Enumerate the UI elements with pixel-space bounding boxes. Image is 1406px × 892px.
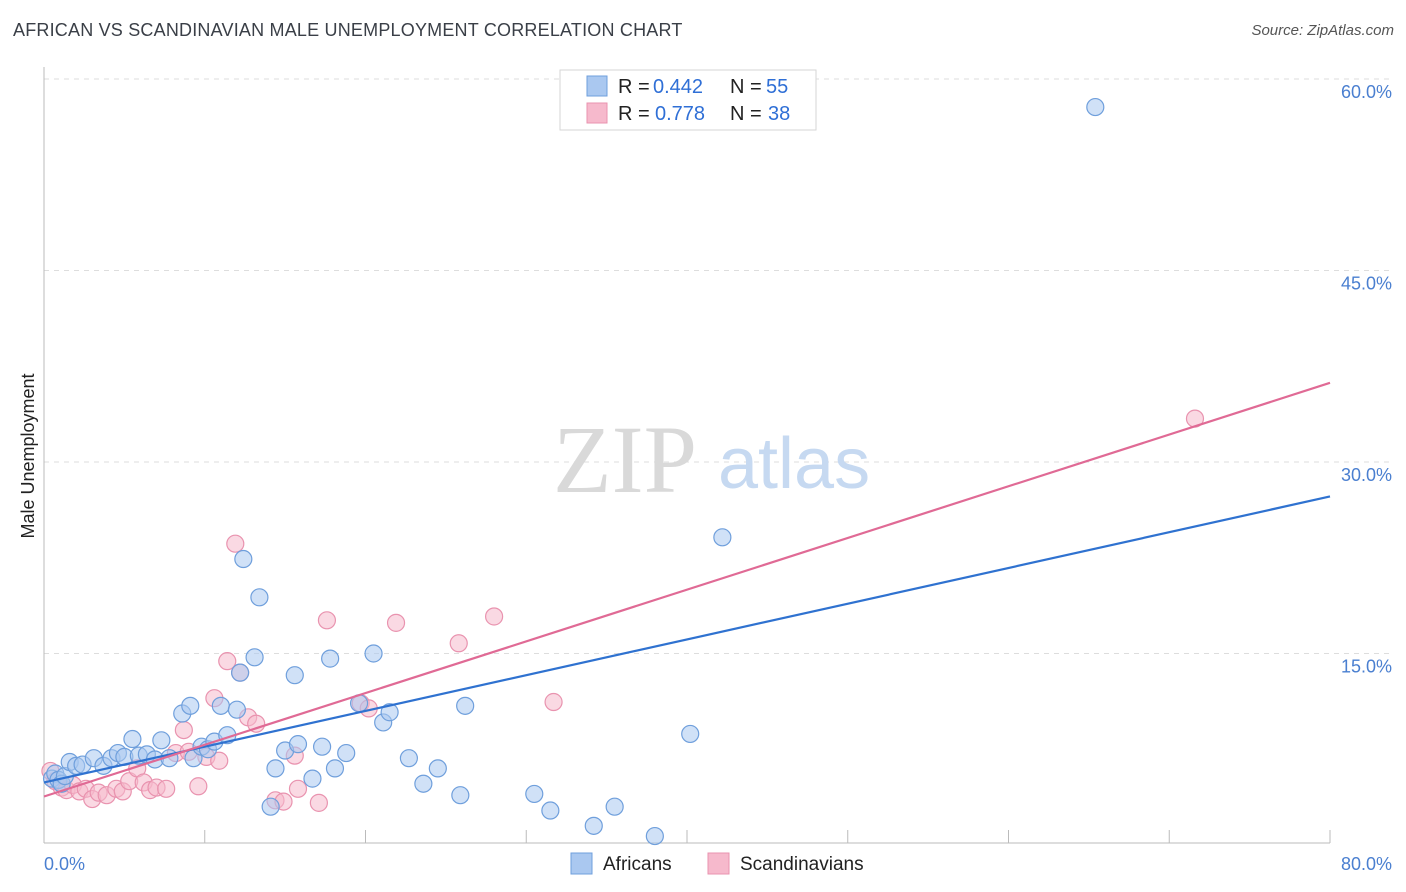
bottom-legend-africans: Africans [603,854,672,875]
point-scandinavians [157,779,176,798]
point-scandinavians [449,634,468,653]
point-africans [321,649,340,668]
y-tick-label: 15.0% [1341,657,1392,677]
point-africans [428,759,447,778]
series-legend: Africans Scandinavians [570,852,864,875]
chart-title: AFRICAN VS SCANDINAVIAN MALE UNEMPLOYMEN… [13,20,683,40]
point-scandinavians [210,751,229,770]
x-tick-label-max: 80.0% [1341,854,1392,874]
legend-scandinavians-r-value: 0.778 [655,103,705,125]
point-africans [399,749,419,768]
point-africans [645,826,664,846]
point-africans [364,644,383,663]
point-africans [181,696,200,715]
point-africans [123,729,142,749]
point-scandinavians [544,692,563,712]
grid-lines [44,78,1392,654]
source-label: Source: ZipAtlas.com [1251,22,1394,39]
legend-africans-n-label: N = [730,76,762,98]
point-africans [1086,97,1105,117]
bottom-legend-scandinavians: Scandinavians [740,854,864,875]
point-africans [152,731,171,750]
point-africans [525,784,544,804]
legend-scandinavians-r-label: R = [618,103,650,125]
point-africans [414,774,433,793]
x-tick-label-min: 0.0% [44,854,85,874]
trendline-scandinavians [43,381,1331,798]
point-africans [681,724,700,744]
point-africans [288,735,308,754]
y-tick-labels: 15.0% 30.0% 45.0% 60.0% [1341,82,1392,677]
point-scandinavians [218,652,237,671]
trendline-africans [43,495,1331,784]
y-tick-label: 45.0% [1341,274,1392,294]
point-scandinavians [309,793,328,812]
axes [43,67,1331,844]
y-axis-title: Male Unemployment [18,373,38,538]
bottom-legend-swatch-africans [570,852,593,875]
point-africans [234,549,253,569]
point-scandinavians [485,607,504,626]
trend-lines [43,381,1331,798]
point-africans [584,816,603,835]
point-scandinavians [226,534,245,553]
legend-africans-n-value: 55 [766,76,788,98]
point-africans [312,737,332,756]
point-africans [266,759,285,778]
legend-africans-r-label: R = [618,76,650,98]
watermark: ZIP atlas [553,406,870,513]
point-africans [380,703,399,722]
point-scandinavians [317,611,337,630]
point-scandinavians [174,720,193,740]
y-tick-label: 30.0% [1341,465,1392,485]
y-tick-label: 60.0% [1341,82,1392,102]
watermark-atlas: atlas [718,424,870,504]
legend-scandinavians-n-value: 38 [768,103,790,125]
point-scandinavians [288,779,308,798]
point-africans [261,797,280,816]
watermark-zip: ZIP [553,406,697,513]
point-africans [605,797,624,816]
point-africans [325,759,345,778]
point-africans [231,663,250,682]
point-scandinavians [189,777,208,796]
point-africans [713,528,732,547]
point-africans [451,786,470,805]
point-scandinavians [386,613,406,632]
point-africans [245,648,264,667]
point-africans [337,743,356,763]
correlation-legend: R = 0.442 N = 55 R = 0.778 N = 38 [559,69,817,131]
legend-swatch-scandinavians [586,102,608,124]
point-africans [285,666,304,685]
point-africans [456,696,475,715]
point-africans [250,588,269,607]
point-africans [541,801,560,820]
legend-swatch-africans [586,75,608,97]
legend-scandinavians-n-label: N = [730,103,762,125]
point-africans [211,696,230,715]
legend-africans-r-value: 0.442 [653,76,703,98]
point-africans [227,700,246,719]
bottom-legend-swatch-scandinavians [707,852,730,875]
point-africans [303,769,322,788]
